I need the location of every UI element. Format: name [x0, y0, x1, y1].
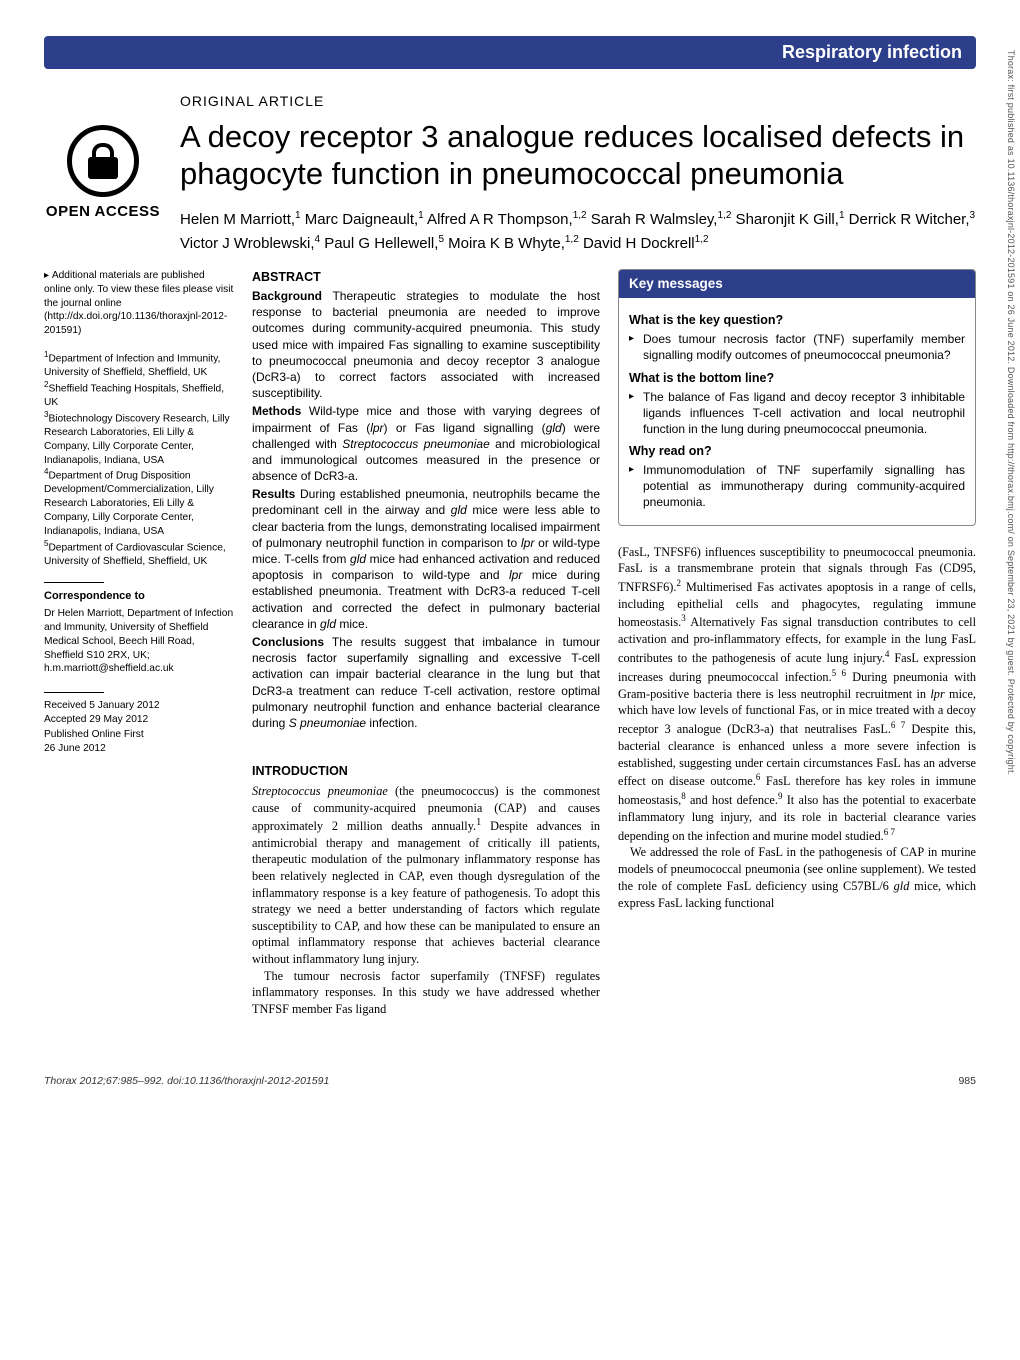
- open-access-label: OPEN ACCESS: [46, 203, 160, 220]
- key-list: The balance of Fas ligand and decoy rece…: [629, 389, 965, 438]
- abstract-background: Background Therapeutic strategies to mod…: [252, 288, 600, 401]
- divider: [44, 582, 104, 583]
- introduction-heading: INTRODUCTION: [252, 763, 600, 780]
- right-paragraph-2: We addressed the role of FasL in the pat…: [618, 844, 976, 911]
- abstract-conclusions: Conclusions The results suggest that imb…: [252, 634, 600, 731]
- intro-paragraph-2: The tumour necrosis factor superfamily (…: [252, 968, 600, 1018]
- dates: Received 5 January 2012Accepted 29 May 2…: [44, 699, 234, 756]
- correspondence-body: Dr Helen Marriott, Department of Infecti…: [44, 607, 234, 676]
- supp-text: Additional materials are published onlin…: [44, 270, 233, 336]
- right-column: Key messages What is the key question? D…: [618, 269, 976, 1017]
- abstract-label: Background: [252, 289, 322, 303]
- abstract-methods-text: Wild-type mice and those with varying de…: [252, 404, 600, 483]
- title-row: OPEN ACCESS A decoy receptor 3 analogue …: [44, 119, 976, 255]
- middle-column: ABSTRACT Background Therapeutic strategi…: [252, 269, 600, 1017]
- footer-citation: Thorax 2012;67:985–992. doi:10.1136/thor…: [44, 1075, 329, 1087]
- affiliations: 1Department of Infection and Immunity, U…: [44, 350, 234, 568]
- right-paragraph-1: (FasL, TNFSF6) influences susceptibility…: [618, 544, 976, 845]
- category-text: Respiratory infection: [782, 42, 962, 62]
- title-block: A decoy receptor 3 analogue reduces loca…: [180, 119, 976, 255]
- abstract-methods: Methods Wild-type mice and those with va…: [252, 403, 600, 484]
- key-messages-header: Key messages: [619, 270, 975, 298]
- abstract-label: Methods: [252, 404, 301, 418]
- abstract-background-text: Therapeutic strategies to modulate the h…: [252, 289, 600, 400]
- key-question-2: What is the bottom line?: [629, 370, 965, 387]
- key-answer-1: Does tumour necrosis factor (TNF) superf…: [629, 331, 965, 363]
- divider: [44, 692, 104, 693]
- correspondence-heading: Correspondence to: [44, 589, 234, 604]
- abstract-heading: ABSTRACT: [252, 269, 600, 286]
- key-list: Immunomodulation of TNF superfamily sign…: [629, 462, 965, 511]
- article-type: ORIGINAL ARTICLE: [180, 93, 976, 109]
- key-answer-3: Immunomodulation of TNF superfamily sign…: [629, 462, 965, 511]
- key-answer-2: The balance of Fas ligand and decoy rece…: [629, 389, 965, 438]
- article-title: A decoy receptor 3 analogue reduces loca…: [180, 119, 976, 192]
- key-list: Does tumour necrosis factor (TNF) superf…: [629, 331, 965, 363]
- body-columns: ▸ Additional materials are published onl…: [44, 269, 976, 1017]
- open-access-badge: OPEN ACCESS: [44, 119, 162, 255]
- key-question-3: Why read on?: [629, 443, 965, 460]
- category-header: Respiratory infection: [44, 36, 976, 69]
- left-column: ▸ Additional materials are published onl…: [44, 269, 234, 1017]
- supplementary-note: ▸ Additional materials are published onl…: [44, 269, 234, 338]
- key-messages-body: What is the key question? Does tumour ne…: [619, 298, 975, 524]
- lock-icon: [88, 143, 118, 179]
- authors: Helen M Marriott,1 Marc Daigneault,1 Alf…: [180, 208, 976, 255]
- abstract-results-text: During established pneumonia, neutrophil…: [252, 487, 600, 631]
- key-question-1: What is the key question?: [629, 312, 965, 329]
- page-number: 985: [958, 1075, 976, 1087]
- side-copyright-note: Thorax: first published as 10.1136/thora…: [1000, 50, 1016, 775]
- triangle-icon: ▸: [44, 270, 52, 281]
- abstract-label: Conclusions: [252, 635, 324, 649]
- intro-paragraph-1: Streptococcus pneumoniae (the pneumococc…: [252, 783, 600, 968]
- key-messages-box: Key messages What is the key question? D…: [618, 269, 976, 525]
- abstract-conclusions-text: The results suggest that imbalance in tu…: [252, 635, 600, 730]
- abstract-results: Results During established pneumonia, ne…: [252, 486, 600, 632]
- abstract-label: Results: [252, 487, 295, 501]
- open-access-icon: [67, 125, 139, 197]
- footer: Thorax 2012;67:985–992. doi:10.1136/thor…: [0, 1075, 1020, 1105]
